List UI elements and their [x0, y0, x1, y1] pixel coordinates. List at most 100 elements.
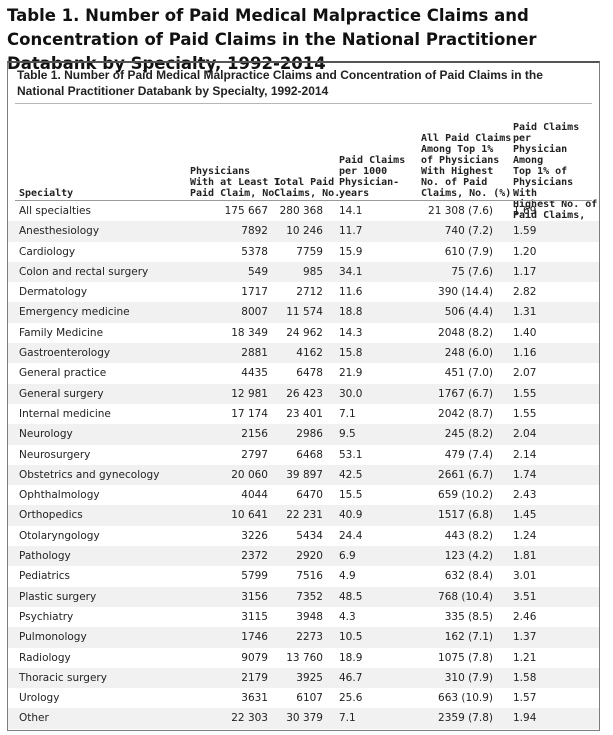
cell-mean-claims: 1.16 — [513, 347, 537, 360]
cell-mean-claims: 1.94 — [513, 712, 537, 725]
cell-physicians: 10 641 — [231, 509, 268, 522]
cell-top-percent-claims: 663 (10.9) — [438, 692, 493, 705]
table-row: Gastroenterology 2881 4162 15.8 248 (6.0) 1.1… — [8, 343, 599, 364]
cell-total-claims: 2273 — [296, 631, 323, 644]
table-row: Urology 3631 6107 25.6 663 (10.9) 1.57 — [8, 688, 599, 708]
cell-top-percent-claims: 310 (7.9) — [444, 671, 493, 684]
cell-claims-rate: 6.9 — [339, 550, 356, 563]
cell-total-claims: 7516 — [296, 570, 323, 583]
cell-top-percent-claims: 335 (8.5) — [444, 610, 493, 623]
table-row: Pediatrics 5799 7516 4.9 632 (8.4) 3.01 — [8, 566, 599, 586]
table-row: Emergency medicine 8007 11 574 18.8 506 (4.4… — [8, 302, 599, 323]
cell-specialty: Internal medicine — [19, 407, 111, 420]
cell-claims-rate: 34.1 — [339, 265, 363, 278]
cell-claims-rate: 7.1 — [339, 407, 356, 420]
table-row: General surgery 12 981 26 423 30.0 1767 (6.7… — [8, 383, 599, 404]
cell-physicians: 22 303 — [231, 712, 268, 725]
cell-top-percent-claims: 245 (8.2) — [444, 428, 493, 441]
cell-specialty: Family Medicine — [19, 326, 104, 339]
cell-top-percent-claims: 1767 (6.7) — [438, 387, 493, 400]
table-row: Family Medicine 18 349 24 962 14.3 2048 (8.2… — [8, 323, 599, 343]
cell-total-claims: 6470 — [296, 489, 323, 502]
cell-physicians: 3631 — [241, 692, 268, 705]
cell-physicians: 2372 — [241, 550, 268, 563]
cell-top-percent-claims: 506 (4.4) — [444, 306, 493, 319]
cell-physicians: 4435 — [241, 367, 268, 380]
cell-claims-rate: 14.3 — [339, 326, 363, 339]
cell-claims-rate: 42.5 — [339, 468, 363, 481]
cell-top-percent-claims: 479 (7.4) — [444, 448, 493, 461]
cell-physicians: 9079 — [241, 651, 268, 664]
cell-physicians: 2881 — [241, 347, 268, 360]
cell-claims-rate: 11.6 — [339, 286, 363, 299]
cell-specialty: Gastroenterology — [19, 347, 111, 360]
cell-mean-claims: 3.51 — [513, 590, 537, 603]
table-row: Psychiatry 3115 3948 4.3 335 (8.5) 2.46 — [8, 607, 599, 627]
cell-claims-rate: 40.9 — [339, 509, 363, 522]
cell-specialty: Pulmonology — [19, 631, 87, 644]
cell-top-percent-claims: 162 (7.1) — [444, 631, 493, 644]
cell-total-claims: 6107 — [296, 692, 323, 705]
cell-physicians: 18 349 — [231, 326, 268, 339]
cell-physicians: 4044 — [241, 489, 268, 502]
cell-mean-claims: 1.74 — [513, 468, 537, 481]
cell-claims-rate: 15.5 — [339, 489, 363, 502]
cell-total-claims: 7759 — [296, 245, 323, 258]
cell-claims-rate: 24.4 — [339, 529, 363, 542]
cell-specialty: Neurosurgery — [19, 448, 91, 461]
table-body: All specialties 175 667 280 368 14.1 21 308 … — [8, 201, 599, 729]
cell-claims-rate: 4.9 — [339, 570, 356, 583]
cell-physicians: 2179 — [241, 671, 268, 684]
cell-top-percent-claims: 659 (10.2) — [438, 489, 493, 502]
cell-specialty: Dermatology — [19, 286, 88, 299]
cell-mean-claims: 1.55 — [513, 387, 537, 400]
cell-total-claims: 985 — [302, 265, 323, 278]
cell-physicians: 1717 — [241, 286, 268, 299]
cell-physicians: 2797 — [241, 448, 268, 461]
cell-physicians: 7892 — [241, 225, 268, 238]
cell-claims-rate: 18.9 — [339, 651, 363, 664]
cell-total-claims: 26 423 — [286, 387, 323, 400]
cell-physicians: 17 174 — [231, 407, 268, 420]
cell-top-percent-claims: 632 (8.4) — [444, 570, 493, 583]
cell-specialty: Ophthalmology — [19, 489, 100, 502]
cell-claims-rate: 30.0 — [339, 387, 363, 400]
cell-specialty: Neurology — [19, 428, 73, 441]
cell-claims-rate: 7.1 — [339, 712, 356, 725]
cell-mean-claims: 1.58 — [513, 671, 537, 684]
table-row: Plastic surgery 3156 7352 48.5 768 (10.4) 3.5… — [8, 586, 599, 607]
table-row: Thoracic surgery 2179 3925 46.7 310 (7.9) 1.5… — [8, 667, 599, 689]
cell-top-percent-claims: 248 (6.0) — [444, 347, 493, 360]
cell-top-percent-claims: 2048 (8.2) — [438, 326, 493, 339]
cell-physicians: 1746 — [241, 631, 268, 644]
table-frame: Table 1. Number of Paid Medical Malpract… — [7, 61, 600, 731]
cell-total-claims: 39 897 — [286, 468, 323, 481]
cell-specialty: Pathology — [19, 550, 71, 563]
table-caption: Table 1. Number of Paid Medical Malpract… — [17, 68, 543, 98]
cell-total-claims: 4162 — [296, 347, 323, 360]
header-total-claims: Total Paid Claims, No. — [274, 177, 341, 199]
header-physicians: Physicians With at Least 1 Paid Claim, N… — [190, 166, 281, 199]
cell-top-percent-claims: 740 (7.2) — [444, 225, 493, 238]
cell-top-percent-claims: 1517 (6.8) — [438, 509, 493, 522]
cell-mean-claims: 2.07 — [513, 367, 537, 380]
cell-total-claims: 3948 — [296, 610, 323, 623]
cell-claims-rate: 4.3 — [339, 610, 356, 623]
cell-specialty: Plastic surgery — [19, 590, 97, 603]
cell-claims-rate: 15.8 — [339, 347, 363, 360]
cell-total-claims: 22 231 — [286, 509, 323, 522]
cell-claims-rate: 14.1 — [339, 205, 363, 217]
cell-physicians: 175 667 — [224, 205, 268, 217]
cell-mean-claims: 2.46 — [513, 610, 537, 623]
cell-top-percent-claims: 75 (7.6) — [451, 265, 493, 278]
cell-physicians: 5799 — [241, 570, 268, 583]
table-row: General practice 4435 6478 21.9 451 (7.0) 2.0… — [8, 363, 599, 383]
cell-mean-claims: 1.20 — [513, 245, 537, 258]
cell-physicians: 2156 — [241, 428, 268, 441]
cell-claims-rate: 15.9 — [339, 245, 363, 258]
table-row: Cardiology 5378 7759 15.9 610 (7.9) 1.20 — [8, 242, 599, 262]
cell-physicians: 8007 — [241, 306, 268, 319]
cell-claims-rate: 21.9 — [339, 367, 363, 380]
cell-total-claims: 2712 — [296, 286, 323, 299]
cell-mean-claims: 2.04 — [513, 428, 537, 441]
